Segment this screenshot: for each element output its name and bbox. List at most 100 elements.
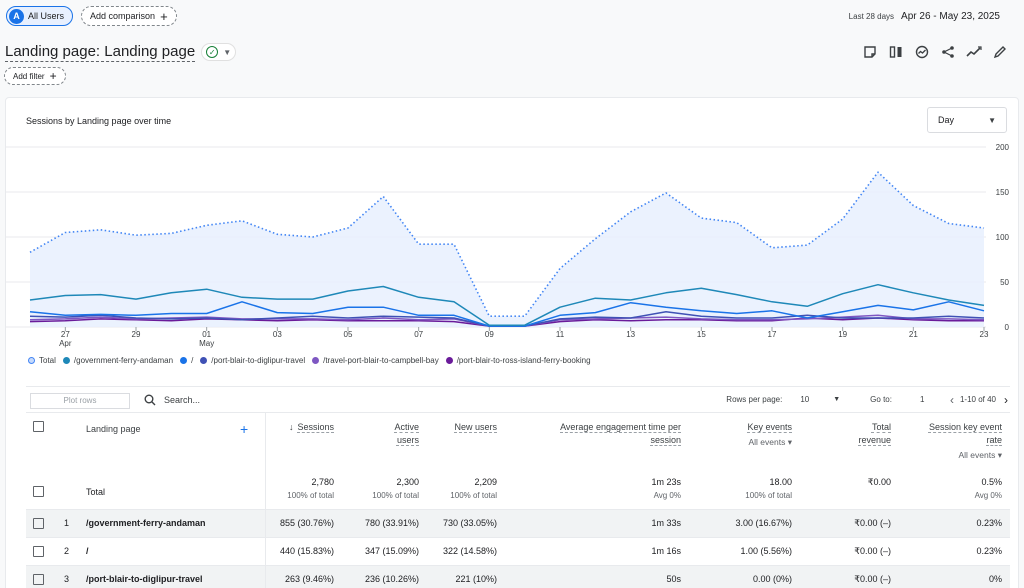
header-total-revenue[interactable]: Total revenue (858, 422, 891, 445)
rows-per-page-label: Rows per page: (726, 395, 783, 404)
x-tick-label: 21 (909, 330, 918, 339)
column-divider (265, 510, 266, 537)
total-sessions: 2,780 (311, 477, 334, 487)
chevron-down-icon: ▼ (223, 47, 232, 57)
legend-item[interactable]: /travel-port-blair-to-campbell-bay (312, 356, 439, 365)
compare-icon[interactable] (883, 40, 909, 64)
total-session-key-event-rate: 0.5% (981, 477, 1002, 487)
y-tick-label: 150 (996, 188, 1010, 197)
column-divider (265, 538, 266, 565)
date-range-picker[interactable]: Last 28 days Apr 26 - May 23, 2025 (849, 11, 1000, 22)
table-row[interactable]: 3 /port-blair-to-diglipur-travel 263 (9.… (26, 565, 1010, 588)
header-active-users[interactable]: Active users (394, 422, 419, 445)
select-all-checkbox[interactable] (33, 421, 44, 432)
row-landing-page[interactable]: /port-blair-to-diglipur-travel (86, 574, 203, 584)
total-session-key-event-rate-sub: Avg 0% (974, 491, 1002, 500)
table-header: Landing page + ↓ Sessions Active users New… (26, 412, 1010, 509)
page-title[interactable]: Landing page: Landing page (5, 42, 196, 62)
legend-item[interactable]: /government-ferry-andaman (62, 356, 173, 365)
granularity-select[interactable]: Day ▼ (927, 107, 1007, 133)
goto-input[interactable]: 1 (919, 395, 925, 404)
top-bar: A All Users Add comparison + Last 28 day… (0, 0, 1024, 32)
legend-item[interactable]: / (180, 356, 193, 365)
chevron-down-icon: ▼ (988, 115, 996, 125)
chevron-right-icon[interactable]: › (1004, 392, 1008, 407)
series-line-total (29, 171, 985, 317)
table-row[interactable]: 1 /government-ferry-andaman 855 (30.76%)… (26, 509, 1010, 537)
row-sessions: 263 (9.46%) (284, 574, 334, 584)
row-landing-page[interactable]: /government-ferry-andaman (86, 518, 206, 528)
header-landing-page[interactable]: Landing page (86, 424, 141, 434)
chevron-left-icon[interactable]: ‹ (949, 392, 954, 407)
series-area-total (30, 172, 984, 327)
total-row-checkbox[interactable] (33, 486, 44, 497)
y-tick-label: 0 (1005, 323, 1010, 332)
legend-label: /port-blair-to-diglipur-travel (211, 356, 306, 365)
page-range: 1-10 of 40 (959, 395, 996, 404)
plot-rows-button[interactable]: Plot rows (30, 392, 130, 409)
header-sessions[interactable]: ↓ Sessions (288, 422, 334, 432)
row-total-revenue: ₹0.00 (–) (854, 518, 891, 528)
legend-item[interactable]: /port-blair-to-diglipur-travel (200, 356, 305, 365)
legend-swatch (200, 357, 208, 364)
row-landing-page[interactable]: / (86, 546, 89, 556)
table-row[interactable]: 2 / 440 (15.83%) 347 (15.09%) 322 (14.58… (26, 537, 1010, 565)
row-active-users: 780 (33.91%) (364, 518, 419, 528)
legend-label: / (191, 356, 194, 365)
y-tick-label: 100 (996, 233, 1010, 242)
row-avg-engagement: 50s (666, 574, 681, 584)
total-active-users: 2,300 (396, 477, 419, 487)
legend-swatch (180, 357, 188, 364)
customize-report-icon[interactable] (857, 40, 883, 64)
legend-swatch (312, 357, 320, 364)
header-new-users[interactable]: New users (454, 422, 497, 432)
x-tick-label: 05 (344, 330, 353, 339)
search-input[interactable]: Search... (164, 394, 201, 405)
pagination: Rows per page: 10 ▼ Go to: 1 ‹ 1-10 of 4… (726, 393, 1010, 407)
legend-label: /port-blair-to-ross-island-ferry-booking (456, 356, 591, 365)
row-checkbox[interactable] (33, 574, 44, 585)
legend-label: Total (39, 356, 56, 365)
chart-legend: Total/government-ferry-andaman / /port-bla… (28, 356, 598, 365)
row-active-users: 347 (15.09%) (364, 546, 419, 556)
all-users-chip[interactable]: A All Users (6, 6, 74, 26)
plus-icon: + (160, 8, 168, 24)
row-sessions: 440 (15.83%) (279, 546, 334, 556)
share-icon[interactable] (935, 40, 961, 64)
total-label: Total (86, 487, 106, 497)
series-line-government-ferry-andaman (29, 283, 985, 326)
row-checkbox[interactable] (33, 546, 44, 557)
date-range-label: Last 28 days (848, 11, 895, 21)
plus-icon: + (49, 69, 57, 83)
title-bar: Landing page: Landing page ✓ ▼ (0, 38, 1024, 66)
legend-item[interactable]: /port-blair-to-ross-island-ferry-booking (445, 356, 591, 365)
title-status-dropdown[interactable]: ✓ ▼ (201, 43, 237, 61)
edit-icon[interactable] (987, 40, 1013, 64)
add-filter-button[interactable]: Add filter + (4, 67, 66, 85)
row-checkbox[interactable] (33, 518, 44, 529)
chart-lines (29, 171, 985, 327)
check-circle-icon: ✓ (206, 46, 219, 58)
row-key-events: 3.00 (16.67%) (735, 518, 792, 528)
rows-per-page-select[interactable]: 10 (800, 395, 810, 404)
add-comparison-button[interactable]: Add comparison + (81, 6, 177, 26)
header-avg-engagement[interactable]: Average engagement time per session (560, 422, 681, 445)
date-range-value: Apr 26 - May 23, 2025 (901, 10, 1000, 22)
row-number: 1 (64, 518, 70, 528)
total-new-users-sub: 100% of total (450, 491, 497, 500)
legend-item[interactable]: Total (28, 356, 56, 365)
header-key-events[interactable]: Key events All events ▾ (747, 422, 792, 447)
insights-icon[interactable] (909, 40, 935, 64)
table-search[interactable]: Search... (144, 394, 200, 406)
legend-swatch (28, 357, 35, 364)
chart-title: Sessions by Landing page over time (26, 116, 172, 126)
column-divider (265, 413, 266, 509)
goto-label: Go to: (870, 395, 892, 404)
granularity-value: Day (938, 115, 955, 125)
trend-icon[interactable] (961, 40, 987, 64)
add-dimension-icon[interactable]: + (240, 421, 249, 437)
header-session-key-event-rate[interactable]: Session key event rate All events ▾ (928, 422, 1002, 460)
chevron-down-icon[interactable]: ▼ (833, 396, 841, 403)
total-active-users-sub: 100% of total (372, 491, 419, 500)
